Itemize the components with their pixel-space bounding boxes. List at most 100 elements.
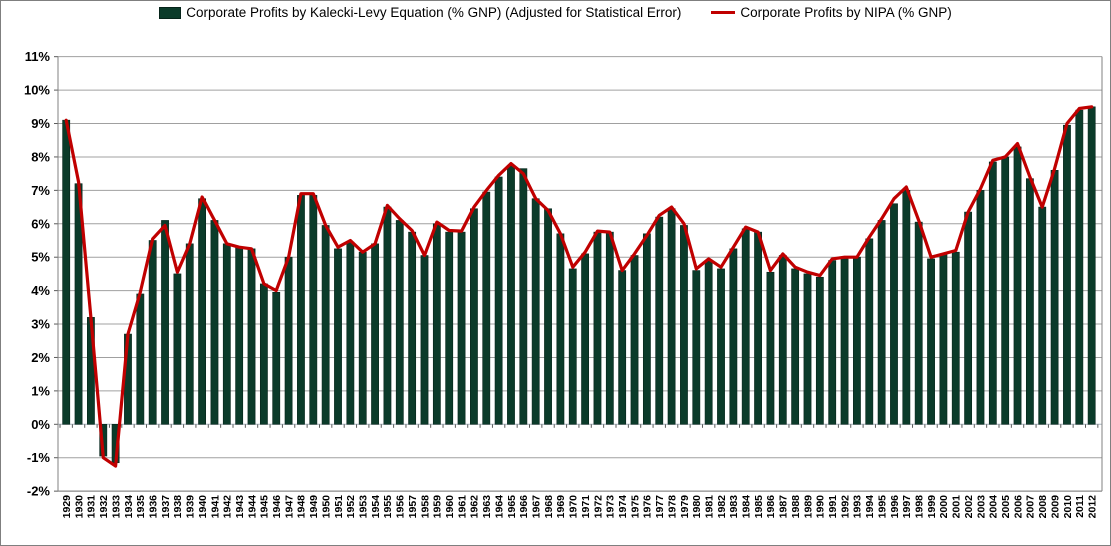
kalecki-profit-bar — [741, 228, 750, 425]
nipa-profit-line — [64, 105, 1094, 468]
x-axis-year-label: 2011 — [1074, 495, 1086, 518]
x-axis-year-label: 1949 — [308, 495, 320, 519]
x-axis-year-label: 1941 — [209, 495, 221, 519]
kalecki-profit-bar — [358, 251, 367, 425]
kalecki-profit-bar — [210, 220, 219, 425]
kalecki-profit-bar — [222, 243, 231, 425]
x-axis-year-label: 1995 — [876, 495, 888, 519]
kalecki-profit-bar — [902, 190, 911, 425]
kalecki-profit-bar — [408, 231, 417, 425]
x-axis-year-label: 1931 — [86, 495, 98, 519]
kalecki-profit-bar — [247, 248, 256, 425]
kalecki-profit-bar — [395, 220, 404, 425]
x-axis-year-label: 2009 — [1049, 495, 1061, 519]
x-axis-year-label: 1932 — [98, 495, 110, 519]
x-axis-year-label: 1981 — [704, 495, 716, 519]
y-axis-label: 5% — [31, 250, 50, 265]
x-axis-year-label: 1947 — [283, 495, 295, 519]
kalecki-profit-bar — [1063, 124, 1071, 425]
x-axis-year-label: 1943 — [234, 495, 246, 519]
x-axis-year-label: 2001 — [951, 495, 963, 519]
kalecki-profit-bar — [531, 198, 540, 425]
kalecki-profit-bar — [62, 119, 71, 425]
x-axis-year-label: 1952 — [345, 495, 357, 519]
kalecki-profit-bar — [692, 270, 701, 425]
kalecki-profit-bar — [704, 260, 713, 425]
x-axis-year-label: 1935 — [135, 495, 147, 519]
x-axis-year-label: 2012 — [1087, 495, 1099, 519]
x-axis-year-label: 1937 — [160, 495, 172, 519]
x-axis-year-label: 1993 — [852, 495, 864, 519]
kalecki-profit-bar — [556, 233, 565, 425]
kalecki-profit-bar — [420, 255, 429, 425]
y-axis-label: -1% — [27, 450, 51, 465]
kalecki-profit-bar — [235, 246, 244, 425]
kalecki-profit-bar — [680, 225, 688, 425]
kalecki-profit-bar — [890, 203, 898, 425]
kalecki-profit-bar — [717, 268, 725, 425]
kalecki-profit-bar — [840, 258, 849, 425]
kalecki-profit-bar — [445, 231, 454, 425]
legend-label-nipa: Corporate Profits by NIPA (% GNP) — [740, 5, 952, 20]
x-axis-year-label: 2003 — [975, 495, 987, 519]
x-axis-year-label: 1956 — [395, 495, 407, 519]
x-axis-year-label: 1929 — [61, 495, 73, 519]
legend-item-kalecki: Corporate Profits by Kalecki-Levy Equati… — [159, 5, 681, 20]
x-axis-year-label: 2006 — [1012, 495, 1024, 519]
x-axis-year-label: 1933 — [110, 495, 122, 519]
y-axis-label: 10% — [24, 83, 50, 98]
kalecki-profit-bar — [828, 260, 837, 425]
kalecki-profit-bar — [766, 271, 775, 425]
kalecki-profit-bar — [964, 211, 973, 425]
x-axis-year-label: 1954 — [370, 495, 382, 519]
kalecki-profit-bar — [185, 243, 194, 425]
kalecki-profit-bar — [1075, 109, 1084, 425]
x-axis-year-label: 1936 — [148, 495, 160, 519]
legend-item-nipa: Corporate Profits by NIPA (% GNP) — [711, 5, 952, 20]
y-axis-label: 6% — [31, 216, 50, 231]
x-axis-year-label: 1985 — [753, 495, 765, 519]
x-axis-year-label: 1986 — [765, 495, 777, 519]
kalecki-profit-bar — [951, 251, 960, 425]
x-axis-year-label: 1974 — [617, 495, 629, 519]
x-axis-year-label: 1991 — [827, 495, 839, 519]
kalecki-profit-bar — [791, 268, 800, 425]
kalecki-profit-bar — [544, 208, 552, 425]
kalecki-profit-bar — [334, 248, 342, 425]
x-axis-year-label: 1951 — [333, 495, 345, 519]
kalecki-profit-bar — [815, 276, 824, 425]
x-axis-year-label: 1994 — [864, 495, 876, 519]
kalecki-bar-swatch-icon — [159, 6, 182, 19]
kalecki-profit-bar — [655, 216, 664, 425]
x-axis-year-label: 1965 — [506, 495, 518, 519]
kalecki-profit-bar — [927, 258, 935, 425]
x-axis-year-label: 1938 — [172, 495, 184, 519]
kalecki-profit-bar — [1025, 178, 1034, 425]
x-axis-year-label: 1945 — [259, 495, 271, 519]
y-axis-label: 8% — [31, 149, 50, 164]
nipa-line-swatch-icon — [711, 11, 736, 14]
y-axis-label: 2% — [31, 350, 50, 365]
kalecki-profit-bar — [803, 273, 812, 425]
kalecki-profit-bar — [630, 255, 639, 425]
x-axis-year-label: 1976 — [642, 495, 654, 519]
x-axis-year-label: 1963 — [481, 495, 493, 519]
x-axis-year-label: 1934 — [123, 495, 135, 519]
x-axis-year-label: 1967 — [531, 495, 543, 519]
kalecki-profit-bar — [754, 231, 762, 425]
kalecki-profit-bar — [432, 223, 441, 425]
x-axis-year-label: 1983 — [728, 495, 740, 519]
kalecki-profit-bar — [667, 208, 676, 425]
kalecki-profit-bar — [321, 225, 330, 425]
kalecki-profit-bar — [519, 168, 528, 425]
y-axis-label: 11% — [25, 49, 51, 64]
x-axis-year-label: 1958 — [419, 495, 431, 519]
kalecki-profit-bar — [297, 195, 305, 425]
x-axis-year-label: 1957 — [407, 495, 419, 519]
x-axis-year-label: 1971 — [580, 495, 592, 519]
x-axis-year-label: 1955 — [382, 495, 394, 519]
x-axis-year-label: 2008 — [1037, 495, 1049, 519]
kalecki-profit-bar — [482, 191, 491, 425]
